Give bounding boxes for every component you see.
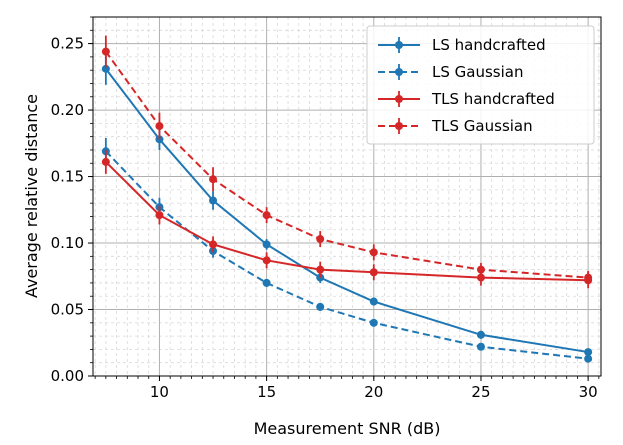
data-point — [476, 265, 485, 274]
data-point — [369, 268, 378, 277]
series-line — [105, 161, 589, 282]
series-layer — [101, 35, 593, 363]
data-point — [262, 256, 271, 265]
data-point — [369, 248, 378, 257]
data-point — [316, 302, 325, 311]
data-point — [369, 318, 378, 327]
y-tick-label: 0.05 — [51, 301, 84, 319]
series-1 — [101, 137, 593, 363]
y-axis-label: Average relative distance — [22, 94, 41, 298]
data-point — [476, 330, 485, 339]
x-tick-label: 25 — [471, 383, 490, 401]
data-point — [262, 211, 271, 220]
x-tick-label: 15 — [257, 383, 276, 401]
series-2 — [101, 149, 593, 289]
y-tick-label: 0.15 — [51, 168, 84, 186]
legend-label: TLS Gaussian — [431, 117, 533, 135]
minor-grid — [93, 16, 601, 376]
data-point — [262, 240, 271, 249]
legend-marker — [395, 122, 403, 130]
data-point — [101, 47, 110, 56]
data-point — [476, 342, 485, 351]
data-point — [209, 196, 218, 205]
series-line — [105, 50, 589, 279]
legend-marker — [395, 95, 403, 103]
series-line — [105, 150, 589, 360]
x-tick-label: 20 — [364, 383, 383, 401]
y-tick-label: 0.20 — [51, 101, 84, 119]
legend-marker — [395, 41, 403, 49]
legend-label: LS handcrafted — [432, 36, 546, 54]
series-0 — [101, 52, 593, 357]
x-tick-label: 30 — [579, 383, 598, 401]
legend-box — [366, 25, 595, 145]
data-point — [155, 122, 164, 131]
x-axis-label: Measurement SNR (dB) — [254, 419, 441, 438]
legend-marker — [395, 68, 403, 76]
data-point — [262, 278, 271, 287]
legend: LS handcrafted LS Gaussian TLS handcrafted… — [366, 25, 595, 145]
legend-entry: LS Gaussian — [378, 63, 523, 81]
data-point — [316, 265, 325, 274]
plot-frame — [92, 16, 602, 377]
data-point — [316, 235, 325, 244]
data-point — [101, 64, 110, 73]
data-point — [584, 273, 593, 282]
data-point — [209, 175, 218, 184]
data-point — [155, 211, 164, 220]
x-tick-label: 10 — [150, 383, 169, 401]
data-point — [584, 354, 593, 363]
data-point — [584, 348, 593, 357]
data-point — [101, 157, 110, 166]
series-3 — [101, 35, 593, 285]
y-tick-label: 0.25 — [51, 35, 84, 53]
legend-entry: TLS Gaussian — [378, 117, 533, 135]
legend-label: LS Gaussian — [432, 63, 523, 81]
data-point — [209, 240, 218, 249]
series-line — [105, 68, 589, 354]
data-point — [476, 273, 485, 282]
axis-ticks: 10 15 20 25 30 0.00 0.05 0.10 0.15 0.20 0.25 — [51, 16, 600, 401]
data-point — [369, 297, 378, 306]
legend-entry: TLS handcrafted — [378, 90, 555, 108]
y-tick-label: 0.00 — [51, 367, 84, 385]
legend-label: TLS handcrafted — [431, 90, 555, 108]
y-tick-label: 0.10 — [51, 234, 84, 252]
legend-entry: LS handcrafted — [378, 36, 546, 54]
